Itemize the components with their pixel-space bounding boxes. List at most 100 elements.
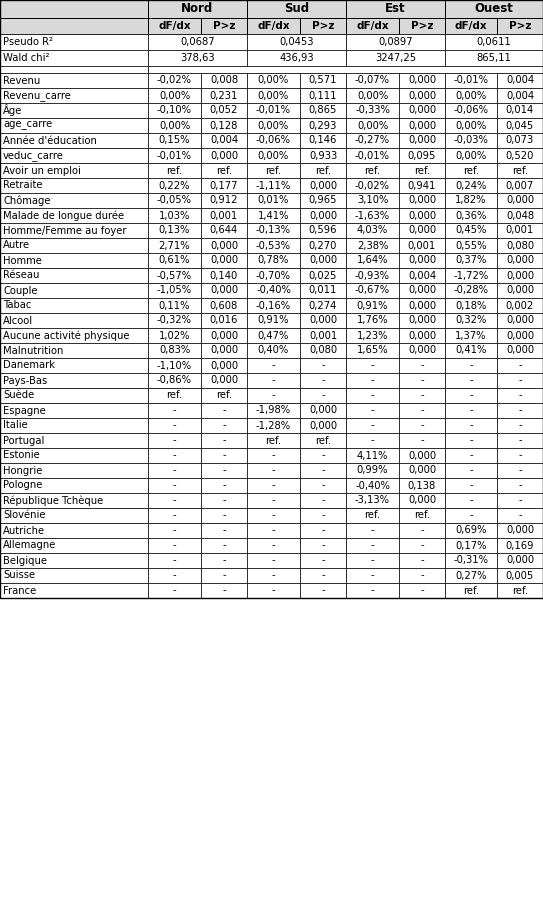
Text: -: - bbox=[518, 405, 522, 415]
Bar bbox=[148, 178, 201, 193]
Bar bbox=[201, 463, 247, 478]
Bar bbox=[247, 18, 300, 34]
Bar bbox=[445, 208, 497, 223]
Text: ref.: ref. bbox=[512, 585, 528, 595]
Text: -: - bbox=[371, 375, 374, 385]
Text: -: - bbox=[222, 435, 226, 445]
Bar bbox=[346, 0, 445, 18]
Bar bbox=[0, 0, 543, 598]
Text: 1,65%: 1,65% bbox=[357, 345, 388, 355]
Bar bbox=[300, 18, 346, 34]
Bar bbox=[445, 88, 497, 103]
Bar bbox=[346, 34, 445, 50]
Text: -0,13%: -0,13% bbox=[256, 225, 291, 235]
Bar bbox=[497, 223, 543, 238]
Text: -: - bbox=[222, 585, 226, 595]
Bar bbox=[346, 523, 399, 538]
Text: 0,004: 0,004 bbox=[408, 271, 436, 281]
Bar bbox=[247, 433, 300, 448]
Text: 0,052: 0,052 bbox=[210, 105, 238, 115]
Text: 0,55%: 0,55% bbox=[455, 241, 487, 251]
Text: -: - bbox=[321, 525, 325, 535]
Bar bbox=[201, 253, 247, 268]
Bar bbox=[399, 358, 445, 373]
Text: Espagne: Espagne bbox=[3, 405, 46, 415]
Text: -: - bbox=[222, 511, 226, 521]
Text: ref.: ref. bbox=[167, 165, 182, 175]
Bar bbox=[148, 0, 247, 18]
Text: 2,38%: 2,38% bbox=[357, 241, 388, 251]
Text: -: - bbox=[371, 541, 374, 551]
Bar bbox=[497, 448, 543, 463]
Bar bbox=[148, 478, 201, 493]
Bar bbox=[399, 208, 445, 223]
Text: -0,06%: -0,06% bbox=[453, 105, 489, 115]
Text: 0,32%: 0,32% bbox=[456, 315, 487, 325]
Text: 0,025: 0,025 bbox=[309, 271, 337, 281]
Text: -0,32%: -0,32% bbox=[157, 315, 192, 325]
Bar bbox=[399, 553, 445, 568]
Bar bbox=[201, 88, 247, 103]
Bar bbox=[300, 283, 346, 298]
Bar bbox=[148, 583, 201, 598]
Text: 0,005: 0,005 bbox=[506, 571, 534, 581]
Text: -: - bbox=[321, 541, 325, 551]
Bar bbox=[399, 538, 445, 553]
Text: -: - bbox=[518, 435, 522, 445]
Text: 0,138: 0,138 bbox=[408, 481, 436, 491]
Bar bbox=[300, 448, 346, 463]
Text: -: - bbox=[321, 375, 325, 385]
Text: ref.: ref. bbox=[414, 511, 430, 521]
Text: 0,000: 0,000 bbox=[506, 315, 534, 325]
Bar bbox=[247, 193, 300, 208]
Bar bbox=[399, 373, 445, 388]
Text: -: - bbox=[272, 525, 275, 535]
Text: -: - bbox=[222, 495, 226, 505]
Bar bbox=[497, 568, 543, 583]
Bar bbox=[201, 553, 247, 568]
Bar bbox=[497, 553, 543, 568]
Bar bbox=[247, 253, 300, 268]
Bar bbox=[346, 313, 399, 328]
Bar bbox=[148, 343, 201, 358]
Bar bbox=[0, 118, 148, 133]
Bar bbox=[0, 418, 148, 433]
Text: -1,63%: -1,63% bbox=[355, 211, 390, 221]
Bar bbox=[346, 478, 399, 493]
Text: -0,67%: -0,67% bbox=[355, 285, 390, 295]
Bar bbox=[0, 358, 148, 373]
Text: -0,06%: -0,06% bbox=[256, 135, 291, 145]
Bar bbox=[399, 118, 445, 133]
Text: 0,000: 0,000 bbox=[506, 195, 534, 205]
Text: -0,31%: -0,31% bbox=[453, 555, 489, 565]
Bar bbox=[497, 118, 543, 133]
Bar bbox=[247, 238, 300, 253]
Text: dF/dx: dF/dx bbox=[454, 21, 487, 31]
Bar bbox=[201, 478, 247, 493]
Bar bbox=[148, 523, 201, 538]
Text: 0,000: 0,000 bbox=[210, 241, 238, 251]
Text: -: - bbox=[518, 465, 522, 475]
Bar bbox=[0, 298, 148, 313]
Bar bbox=[201, 343, 247, 358]
Text: -: - bbox=[173, 495, 176, 505]
Bar bbox=[497, 523, 543, 538]
Bar bbox=[497, 103, 543, 118]
Text: 0,865: 0,865 bbox=[309, 105, 337, 115]
Bar bbox=[445, 583, 497, 598]
Bar bbox=[247, 553, 300, 568]
Text: -1,28%: -1,28% bbox=[256, 421, 291, 431]
Bar bbox=[201, 388, 247, 403]
Bar bbox=[0, 493, 148, 508]
Bar bbox=[0, 268, 148, 283]
Text: 436,93: 436,93 bbox=[279, 53, 314, 63]
Bar bbox=[497, 373, 543, 388]
Text: 0,000: 0,000 bbox=[408, 225, 436, 235]
Text: ref.: ref. bbox=[216, 391, 232, 401]
Bar bbox=[0, 583, 148, 598]
Text: Suède: Suède bbox=[3, 391, 34, 401]
Text: -: - bbox=[321, 465, 325, 475]
Text: 0,000: 0,000 bbox=[408, 121, 436, 131]
Bar bbox=[148, 66, 543, 73]
Bar bbox=[247, 523, 300, 538]
